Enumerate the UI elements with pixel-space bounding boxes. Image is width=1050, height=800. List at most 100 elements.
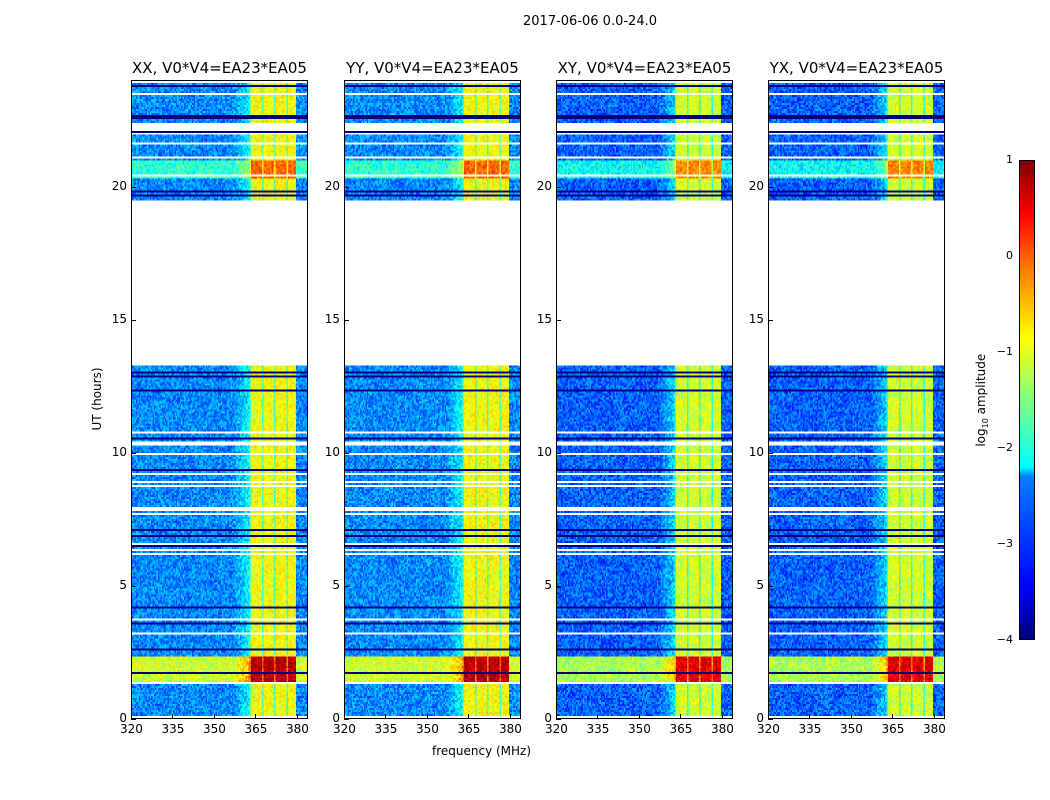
colorbar-tick-label: 1 [1006,153,1013,166]
y-tick-label: 10 [536,444,552,459]
x-tick-label: 335 [798,722,822,736]
colorbar-label-log: log [973,428,988,447]
colorbar-tick-label: −4 [996,633,1013,646]
x-tick-label: 380 [498,722,522,736]
colorbar-tick-label: −1 [996,345,1013,358]
x-tick-mark [850,714,852,719]
x-tick-label: 365 [244,722,268,736]
x-tick-mark [255,714,257,719]
x-tick-label: 380 [285,722,309,736]
y-tick-label: 0 [756,711,764,725]
y-tick-mark [344,719,349,720]
y-tick-label: 20 [748,178,764,193]
x-tick-mark [638,714,640,719]
x-tick-label: 335 [374,722,398,736]
y-tick-mark [556,452,561,454]
x-axis-label: frequency (MHz) [432,744,532,758]
heatmap-canvas [557,81,732,718]
panel-title: XY, V0*V4=EA23*EA05 [557,59,732,77]
x-tick-mark [809,714,811,719]
panel-title: YY, V0*V4=EA23*EA05 [346,59,519,77]
colorbar-tick-label: −3 [996,537,1013,550]
x-tick-label: 350 [627,722,651,736]
heatmap-canvas [769,81,944,718]
x-tick-mark [597,714,599,719]
colorbar-tick-label: 0 [1006,249,1013,262]
panel-1 [131,80,308,719]
x-tick-label: 380 [922,722,946,736]
y-tick-label: 0 [119,711,127,725]
y-tick-mark [131,585,136,587]
colorbar-label-rest: amplitude [973,353,988,419]
y-tick-label: 0 [332,711,340,725]
y-tick-mark [768,585,773,587]
x-tick-label: 350 [415,722,439,736]
x-tick-label: 365 [881,722,905,736]
heatmap-canvas [132,81,307,718]
panel-3 [556,80,733,719]
y-tick-mark [768,186,773,188]
y-tick-label: 5 [119,577,127,592]
x-tick-mark [556,714,557,719]
y-tick-mark [556,585,561,587]
colorbar-tick-label: −2 [996,441,1013,454]
y-tick-label: 20 [324,178,340,193]
y-tick-mark [768,452,773,454]
x-tick-mark [426,714,428,719]
x-tick-label: 350 [202,722,226,736]
y-tick-mark [556,186,561,188]
x-tick-mark [296,714,298,719]
heatmap-canvas [345,81,520,718]
x-tick-mark [509,714,511,719]
y-tick-mark [344,585,349,587]
x-tick-mark [172,714,174,719]
y-tick-label: 15 [748,311,764,326]
colorbar [1019,160,1035,640]
x-tick-mark [213,714,215,719]
panel-4 [768,80,945,719]
y-tick-mark [768,719,773,720]
y-tick-mark [131,719,136,720]
panel-title: XX, V0*V4=EA23*EA05 [132,59,307,77]
y-tick-label: 10 [324,444,340,459]
x-tick-label: 320 [545,722,568,736]
colorbar-label: log10 amplitude [974,350,990,450]
x-tick-mark [468,714,470,719]
y-tick-label: 15 [111,311,127,326]
y-tick-label: 5 [332,577,340,592]
x-tick-label: 320 [757,722,780,736]
y-tick-mark [131,186,136,188]
y-tick-label: 15 [324,311,340,326]
y-tick-label: 0 [544,711,552,725]
y-tick-label: 10 [111,444,127,459]
x-tick-label: 320 [120,722,143,736]
y-tick-mark [556,719,561,720]
y-tick-mark [131,319,136,321]
x-tick-label: 350 [839,722,863,736]
x-tick-mark [344,714,345,719]
x-tick-label: 335 [586,722,610,736]
y-tick-mark [344,452,349,454]
y-tick-label: 15 [536,311,552,326]
y-tick-label: 20 [536,178,552,193]
x-tick-mark [385,714,387,719]
x-tick-label: 335 [161,722,185,736]
y-tick-label: 5 [756,577,764,592]
x-tick-mark [768,714,769,719]
y-tick-mark [344,186,349,188]
y-tick-mark [768,319,773,321]
x-tick-mark [680,714,682,719]
x-tick-label: 380 [710,722,734,736]
y-tick-label: 20 [111,178,127,193]
y-tick-mark [131,452,136,454]
x-tick-mark [721,714,723,719]
x-tick-label: 320 [333,722,356,736]
y-tick-label: 5 [544,577,552,592]
figure-title: 2017-06-06 0.0-24.0 [523,14,657,29]
x-tick-mark [892,714,894,719]
x-tick-label: 365 [669,722,693,736]
x-tick-mark [933,714,935,719]
panel-title: YX, V0*V4=EA23*EA05 [769,59,944,77]
y-tick-mark [556,319,561,321]
